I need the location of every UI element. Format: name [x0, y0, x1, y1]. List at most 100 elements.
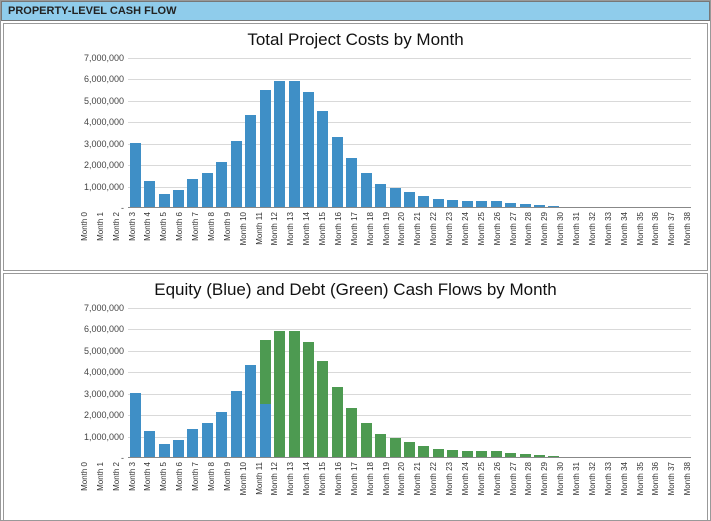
bar-debt	[505, 453, 516, 457]
x-label-slot: Month 4	[136, 208, 152, 263]
x-label-slot: Month 35	[628, 458, 644, 513]
bar-debt	[534, 455, 545, 457]
x-label-slot: Month 14	[294, 208, 310, 263]
x-label-slot: Month 28	[517, 208, 533, 263]
x-label-slot: Month 5	[151, 458, 167, 513]
x-label-slot: Month 32	[580, 208, 596, 263]
bar-debt	[390, 438, 401, 457]
x-label-slot: Month 18	[358, 208, 374, 263]
x-label-slot: Month 38	[675, 458, 691, 513]
bar-slot	[532, 58, 546, 207]
y-tick-label: 1,000,000	[84, 182, 124, 192]
y-tick-label: 2,000,000	[84, 410, 124, 420]
x-label-slot: Month 31	[564, 458, 580, 513]
x-label-slot: Month 33	[596, 458, 612, 513]
bar-debt	[404, 442, 415, 457]
bar-debt	[548, 456, 559, 457]
bar-equity	[216, 412, 227, 457]
x-label-slot: Month 30	[548, 458, 564, 513]
bar-slot	[633, 308, 647, 457]
x-label-slot: Month 6	[167, 458, 183, 513]
bar-slot	[272, 58, 286, 207]
x-label-slot: Month 11	[247, 458, 263, 513]
bar-total	[447, 200, 458, 207]
x-label-slot: Month 25	[469, 458, 485, 513]
chart2-bars	[128, 308, 691, 458]
x-label-slot: Month 26	[485, 458, 501, 513]
bar-slot	[460, 308, 474, 457]
x-label-slot: Month 29	[532, 458, 548, 513]
bar-slot	[648, 308, 662, 457]
x-label-slot: Month 27	[501, 208, 517, 263]
bar-slot	[388, 58, 402, 207]
x-label-slot: Month 34	[612, 208, 628, 263]
bar-equity	[159, 444, 170, 457]
chart2-x-labels: Month 0Month 1Month 2Month 3Month 4Month…	[72, 458, 691, 513]
bar-slot	[229, 308, 243, 457]
x-label-slot: Month 18	[358, 458, 374, 513]
chart1-x-labels: Month 0Month 1Month 2Month 3Month 4Month…	[72, 208, 691, 263]
bar-slot	[345, 308, 359, 457]
bar-slot	[186, 58, 200, 207]
bar-slot	[229, 58, 243, 207]
y-tick-label: 3,000,000	[84, 139, 124, 149]
x-label-slot: Month 20	[390, 208, 406, 263]
x-label-slot: Month 24	[453, 458, 469, 513]
x-label-slot: Month 37	[659, 208, 675, 263]
bar-slot	[662, 58, 676, 207]
bar-slot	[142, 308, 156, 457]
bar-total	[476, 201, 487, 207]
bar-slot	[532, 308, 546, 457]
x-label-slot: Month 15	[310, 458, 326, 513]
x-label-slot: Month 16	[326, 458, 342, 513]
bar-slot	[316, 58, 330, 207]
bar-debt	[303, 342, 314, 457]
bar-slot	[503, 308, 517, 457]
bar-slot	[576, 308, 590, 457]
bar-slot	[287, 58, 301, 207]
bar-debt	[260, 340, 271, 404]
x-label-slot: Month 15	[310, 208, 326, 263]
bar-slot	[518, 58, 532, 207]
bar-slot	[417, 58, 431, 207]
bar-total	[231, 141, 242, 207]
y-tick-label: 6,000,000	[84, 324, 124, 334]
bar-debt	[476, 451, 487, 457]
bar-total	[130, 143, 141, 207]
bar-slot	[547, 58, 561, 207]
x-tick-label: Month 38	[683, 212, 692, 245]
x-label-slot: Month 26	[485, 208, 501, 263]
bar-slot	[648, 58, 662, 207]
x-label-slot: Month 14	[294, 458, 310, 513]
bar-slot	[215, 308, 229, 457]
bar-slot	[489, 58, 503, 207]
bar-equity	[231, 391, 242, 457]
bar-slot	[359, 308, 373, 457]
bar-total	[173, 190, 184, 207]
bar-slot	[157, 308, 171, 457]
bar-slot	[258, 58, 272, 207]
bar-slot	[128, 58, 142, 207]
x-label-slot: Month 1	[88, 458, 104, 513]
x-label-slot: Month 10	[231, 208, 247, 263]
y-tick-label: 6,000,000	[84, 74, 124, 84]
bar-debt	[361, 423, 372, 457]
bar-total	[548, 206, 559, 207]
bar-equity	[130, 393, 141, 457]
y-tick-label: 5,000,000	[84, 346, 124, 356]
x-label-slot: Month 13	[278, 458, 294, 513]
bar-slot	[345, 58, 359, 207]
bar-debt	[433, 449, 444, 458]
bar-slot	[475, 308, 489, 457]
x-label-slot: Month 0	[72, 458, 88, 513]
bar-slot	[301, 58, 315, 207]
x-label-slot: Month 6	[167, 208, 183, 263]
x-label-slot: Month 20	[390, 458, 406, 513]
bar-total	[404, 192, 415, 207]
chart1-y-axis: -1,000,0002,000,0003,000,0004,000,0005,0…	[72, 58, 128, 208]
bar-total	[375, 184, 386, 207]
bar-debt	[447, 450, 458, 457]
chart1-plot: -1,000,0002,000,0003,000,0004,000,0005,0…	[72, 58, 691, 208]
bar-total	[534, 205, 545, 207]
bar-slot	[475, 58, 489, 207]
